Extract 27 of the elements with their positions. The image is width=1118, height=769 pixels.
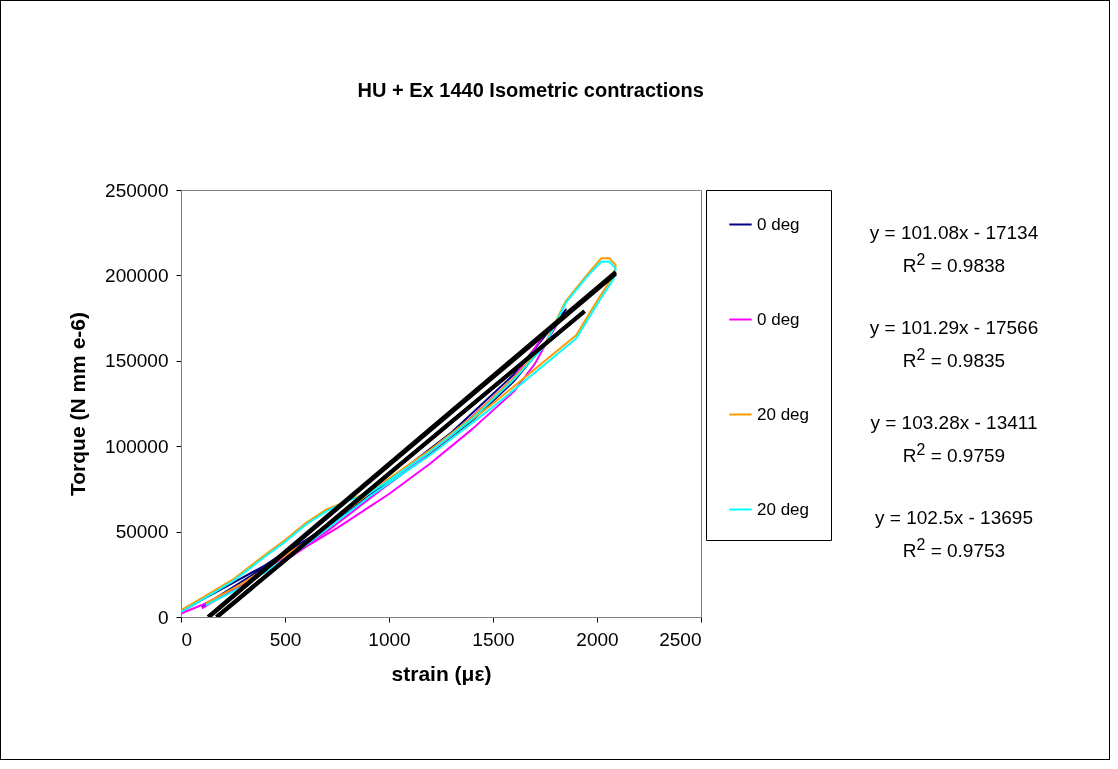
x-tick-label: 1500: [472, 628, 515, 650]
chart-title: HU + Ex 1440 Isometric contractions: [357, 79, 704, 101]
text: y = 101.08x - 17134: [868, 221, 1040, 245]
y-tick-label: 200000: [105, 264, 169, 286]
x-tick-label: 0: [181, 628, 193, 650]
text: y = 101.29x - 17566: [868, 316, 1040, 340]
y-tick-label: 0: [157, 606, 169, 628]
legend-label: 0 deg: [757, 214, 800, 234]
x-axis-title: strain (με): [391, 661, 492, 685]
x-tick-label: 2000: [576, 628, 619, 650]
y-axis-title: Torque (N mm e-6): [66, 312, 90, 496]
text: y = 103.28x - 13411: [869, 411, 1039, 435]
x-tick-label: 500: [269, 628, 302, 650]
y-tick-label: 150000: [105, 350, 169, 372]
text: R$^{2}$ = 0.9759: [901, 440, 1007, 469]
y-tick-label: 250000: [105, 179, 169, 201]
y-tick-label: 100000: [105, 435, 169, 457]
legend-label: 20 deg: [757, 404, 809, 424]
x-tick-label: 1000: [368, 628, 411, 650]
y-tick-label: 50000: [115, 521, 169, 543]
text: y = 102.5x - 13695: [874, 506, 1034, 530]
text: R$^{2}$ = 0.9835: [901, 345, 1007, 374]
text: R$^{2}$ = 0.9753: [901, 535, 1007, 564]
text: R$^{2}$ = 0.9838: [901, 250, 1007, 279]
legend-label: 0 deg: [757, 309, 800, 329]
x-tick-label: 2500: [659, 628, 702, 650]
legend-label: 20 deg: [757, 499, 809, 519]
